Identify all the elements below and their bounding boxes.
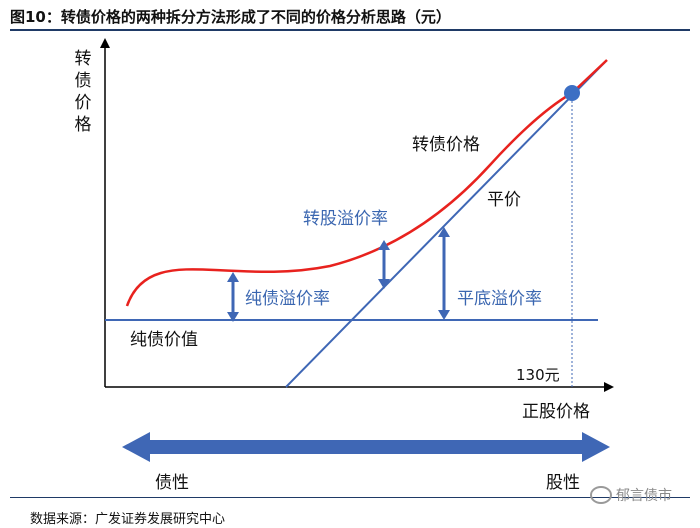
svg-text:格: 格	[75, 115, 92, 135]
data-source: 数据来源：广发证券发展研究中心	[30, 512, 226, 527]
y-axis-label: 转 债 价 格	[75, 49, 92, 135]
parity-line	[285, 61, 606, 388]
svg-text:价: 价	[75, 93, 92, 113]
pure-bond-value-label: 纯债价值	[130, 330, 198, 350]
conversion-premium-arrow	[378, 240, 390, 289]
wechat-icon	[590, 486, 612, 504]
pure-bond-premium-arrow	[227, 272, 239, 322]
figure-title: 图10：转债价格的两种拆分方法形成了不同的价格分析思路（元）	[10, 8, 451, 26]
threshold-label: 130元	[516, 366, 560, 384]
intersection-point	[564, 85, 580, 101]
svg-text:转: 转	[75, 49, 92, 69]
pure-bond-premium-label: 纯债溢价率	[245, 289, 330, 309]
equity-nature-label: 股性	[546, 473, 580, 493]
svg-text:债: 债	[75, 71, 92, 91]
title-divider	[10, 29, 690, 31]
bond-equity-spectrum-arrow	[122, 432, 610, 462]
x-axis-label: 正股价格	[522, 402, 590, 422]
parity-floor-premium-label: 平底溢价率	[457, 289, 542, 309]
convertible-price-curve	[125, 59, 608, 307]
parity-floor-premium-arrow	[438, 227, 450, 320]
parity-label: 平价	[487, 190, 521, 210]
footer-divider	[10, 497, 690, 498]
conversion-premium-label: 转股溢价率	[303, 209, 388, 229]
convertible-price-label: 转债价格	[412, 135, 480, 155]
watermark-text: 郁言债市	[616, 488, 672, 504]
bond-nature-label: 债性	[155, 473, 189, 493]
watermark: 郁言债市	[590, 485, 672, 505]
